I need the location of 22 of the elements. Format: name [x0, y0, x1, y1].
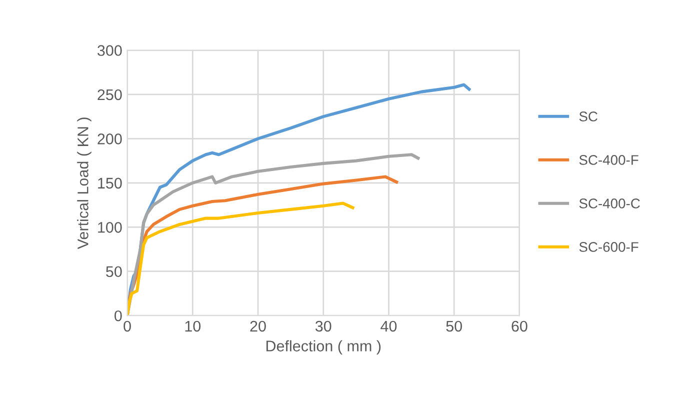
y-tick-label: 250 — [98, 89, 122, 100]
x-tick-label: 10 — [185, 320, 201, 332]
y-tick-label: 0 — [114, 310, 122, 322]
line-series — [127, 153, 420, 316]
legend-label: SC-400-F — [579, 155, 638, 165]
x-axis-title: Deflection ( mm ) — [266, 340, 381, 354]
y-tick-label: 100 — [98, 222, 122, 233]
y-tick-label: 200 — [98, 134, 122, 144]
x-tick-label: 60 — [512, 320, 528, 332]
y-tick-label: 50 — [106, 266, 122, 278]
x-tick-label: 0 — [124, 320, 131, 332]
y-axis-title: Vertical Load ( KN ) — [77, 118, 92, 250]
x-tick-label: 30 — [315, 320, 332, 332]
legend-label: SC-400-C — [579, 198, 640, 208]
y-tick-label: 300 — [98, 45, 122, 56]
x-tick-label: 40 — [380, 320, 397, 332]
y-tick-label: 150 — [98, 178, 122, 189]
legend-label: SC-600-F — [579, 242, 638, 252]
x-tick-label: 50 — [446, 320, 462, 332]
legend-label: SC — [579, 112, 598, 122]
x-tick-label: 20 — [250, 320, 266, 332]
line-series — [127, 202, 354, 316]
